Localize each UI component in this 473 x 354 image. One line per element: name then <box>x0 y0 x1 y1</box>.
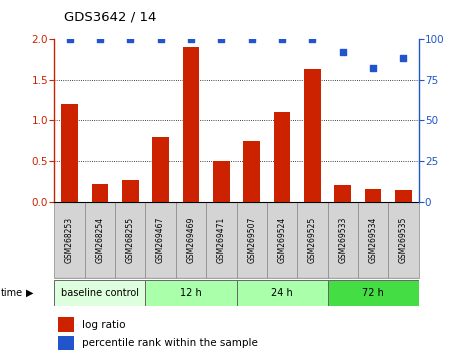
Bar <box>54 202 85 278</box>
Bar <box>358 202 388 278</box>
Text: GSM268255: GSM268255 <box>126 217 135 263</box>
Point <box>218 36 225 42</box>
Text: GSM269467: GSM269467 <box>156 217 165 263</box>
Point <box>400 56 407 61</box>
Text: time: time <box>0 288 23 298</box>
Point <box>339 49 347 55</box>
Bar <box>58 317 74 332</box>
Point <box>187 36 195 42</box>
Text: GDS3642 / 14: GDS3642 / 14 <box>64 10 156 23</box>
Text: GSM269525: GSM269525 <box>308 217 317 263</box>
Text: GSM269534: GSM269534 <box>368 217 377 263</box>
Bar <box>388 202 419 278</box>
Text: GSM268253: GSM268253 <box>65 217 74 263</box>
Point <box>66 36 73 42</box>
Bar <box>334 185 351 202</box>
Point <box>126 36 134 42</box>
Text: ▶: ▶ <box>26 288 34 298</box>
Point <box>248 36 255 42</box>
Text: GSM268254: GSM268254 <box>96 217 105 263</box>
Bar <box>297 202 327 278</box>
Bar <box>183 47 199 202</box>
Point <box>369 65 377 71</box>
Bar <box>85 202 115 278</box>
Text: GSM269507: GSM269507 <box>247 217 256 263</box>
Bar <box>115 202 146 278</box>
Bar <box>236 202 267 278</box>
Bar <box>327 202 358 278</box>
Text: log ratio: log ratio <box>82 320 125 330</box>
Bar <box>243 141 260 202</box>
Bar <box>206 202 236 278</box>
Point <box>96 36 104 42</box>
Bar <box>267 202 297 278</box>
Point <box>308 36 316 42</box>
Text: 12 h: 12 h <box>180 288 202 298</box>
Bar <box>236 280 327 306</box>
Bar <box>213 161 230 202</box>
Text: baseline control: baseline control <box>61 288 139 298</box>
Point <box>278 36 286 42</box>
Bar <box>61 104 78 202</box>
Text: GSM269533: GSM269533 <box>338 217 347 263</box>
Bar <box>274 112 290 202</box>
Bar <box>176 202 206 278</box>
Bar <box>58 336 74 350</box>
Text: 72 h: 72 h <box>362 288 384 298</box>
Bar <box>122 180 139 202</box>
Bar <box>54 280 146 306</box>
Bar <box>152 137 169 202</box>
Text: percentile rank within the sample: percentile rank within the sample <box>82 338 258 348</box>
Bar <box>365 189 381 202</box>
Bar <box>395 190 412 202</box>
Bar <box>145 280 236 306</box>
Bar <box>145 202 176 278</box>
Text: GSM269524: GSM269524 <box>278 217 287 263</box>
Text: GSM269469: GSM269469 <box>186 217 195 263</box>
Text: GSM269471: GSM269471 <box>217 217 226 263</box>
Bar <box>304 69 321 202</box>
Point <box>157 36 165 42</box>
Text: 24 h: 24 h <box>271 288 293 298</box>
Text: GSM269535: GSM269535 <box>399 217 408 263</box>
Bar <box>92 184 108 202</box>
Bar <box>327 280 419 306</box>
